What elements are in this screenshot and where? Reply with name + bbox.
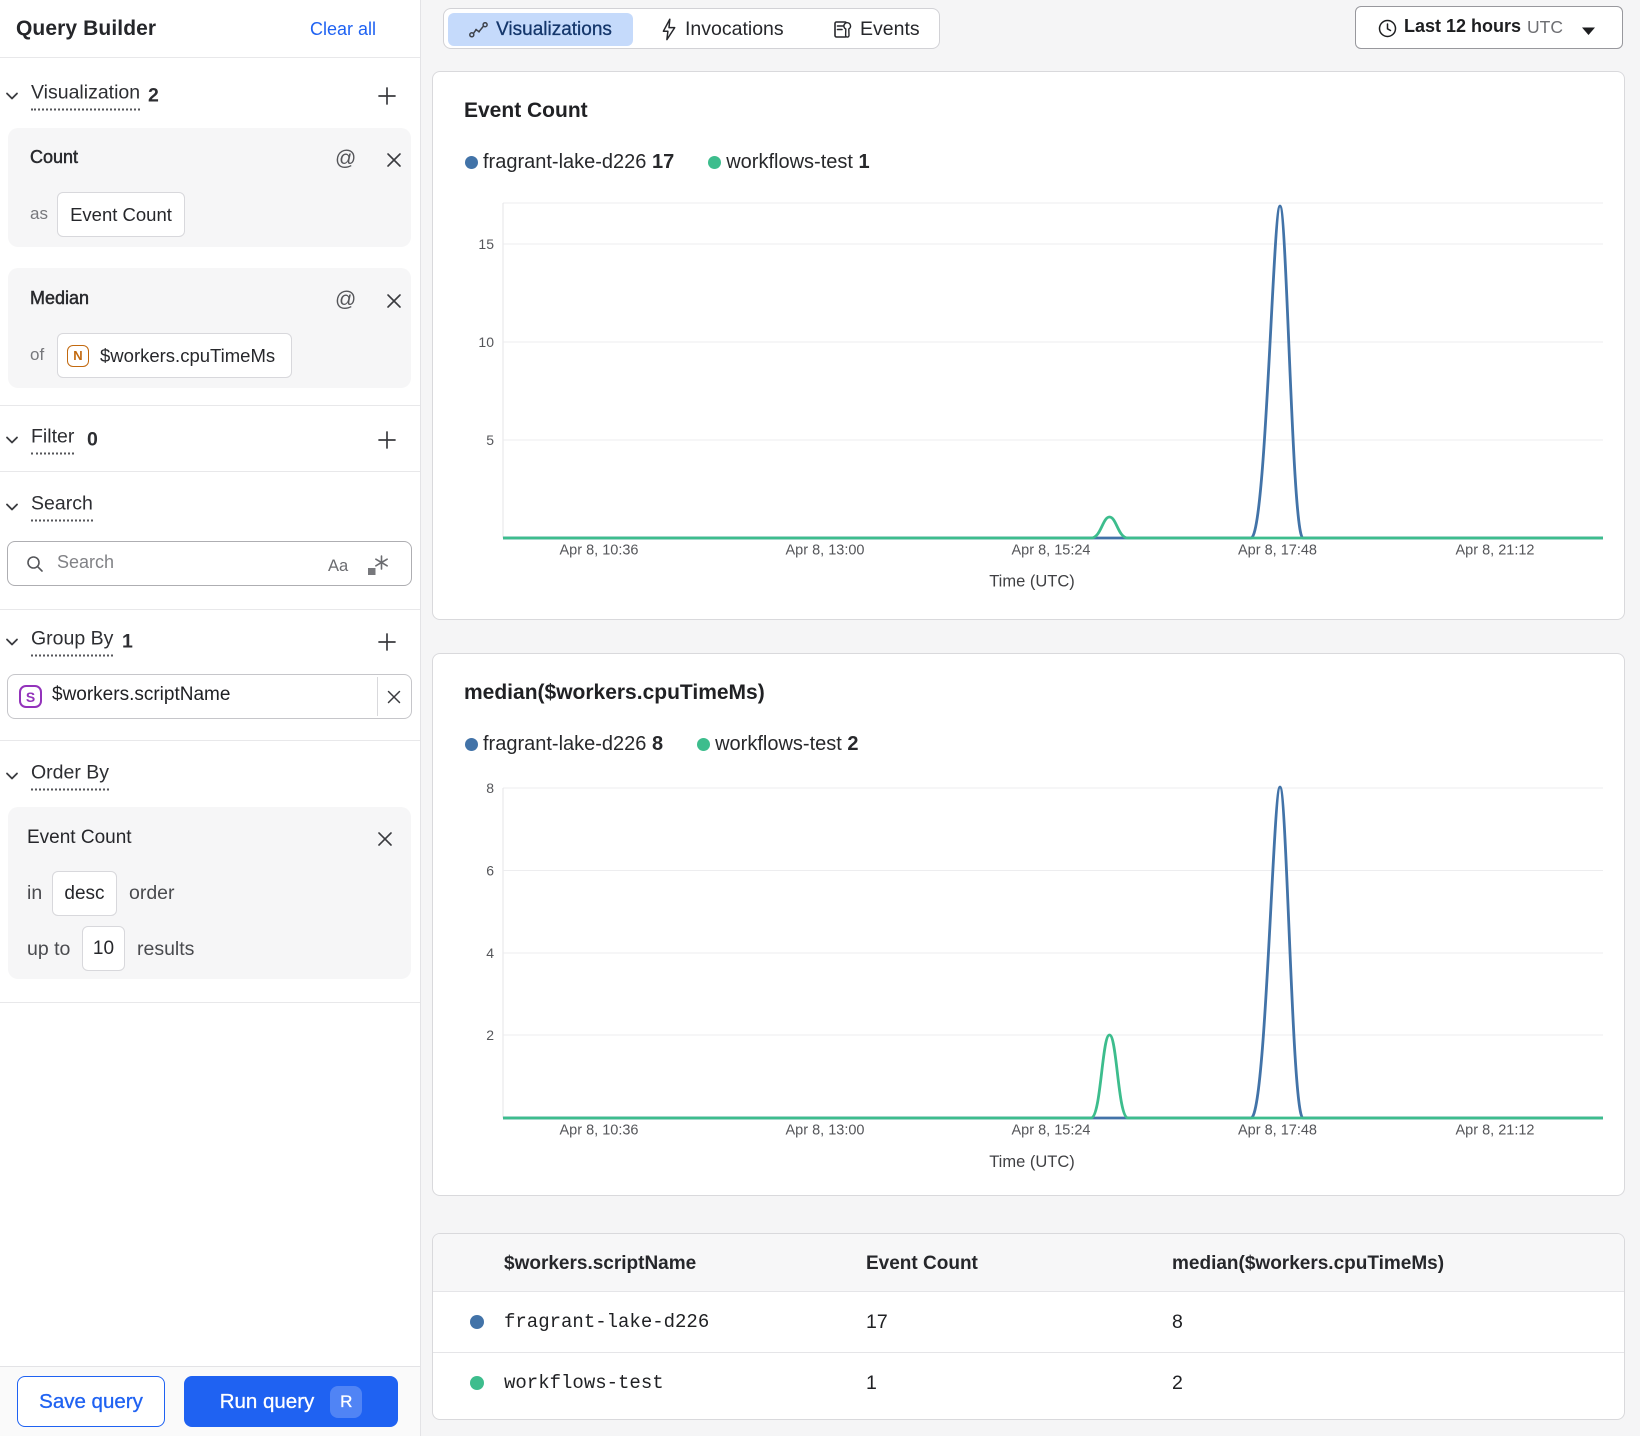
svg-text:Apr 8, 17:48: Apr 8, 17:48 (1238, 543, 1317, 559)
svg-text:Apr 8, 13:00: Apr 8, 13:00 (786, 1123, 865, 1139)
svg-text:5: 5 (486, 432, 494, 448)
svg-text:Apr 8, 15:24: Apr 8, 15:24 (1012, 1123, 1091, 1139)
svg-text:Time (UTC): Time (UTC) (989, 1153, 1075, 1171)
svg-text:2: 2 (486, 1027, 494, 1043)
svg-text:10: 10 (478, 334, 494, 350)
svg-text:6: 6 (486, 863, 494, 879)
svg-text:Apr 8, 15:24: Apr 8, 15:24 (1012, 543, 1091, 559)
svg-text:Apr 8, 17:48: Apr 8, 17:48 (1238, 1123, 1317, 1139)
svg-text:15: 15 (478, 236, 494, 252)
svg-text:Apr 8, 10:36: Apr 8, 10:36 (560, 543, 639, 559)
svg-text:4: 4 (486, 945, 494, 961)
svg-text:Apr 8, 10:36: Apr 8, 10:36 (560, 1123, 639, 1139)
svg-text:8: 8 (486, 780, 494, 796)
svg-text:Apr 8, 13:00: Apr 8, 13:00 (786, 543, 865, 559)
svg-text:Time (UTC): Time (UTC) (989, 573, 1075, 591)
svg-text:Apr 8, 21:12: Apr 8, 21:12 (1456, 543, 1535, 559)
svg-text:Apr 8, 21:12: Apr 8, 21:12 (1456, 1123, 1535, 1139)
